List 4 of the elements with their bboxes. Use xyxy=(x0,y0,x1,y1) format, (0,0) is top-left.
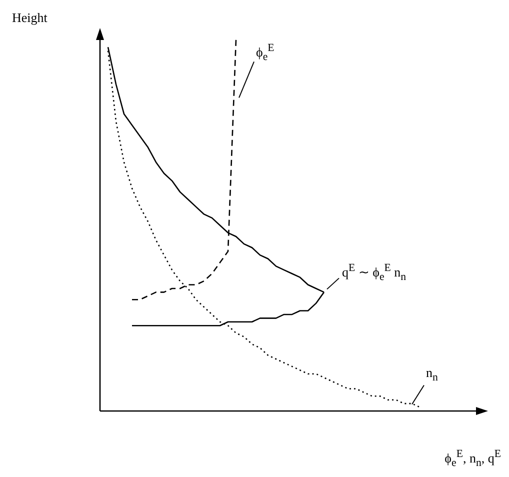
series-label: q$^{E}$ ∼ ϕ$_{e}$$^{E}$ n$_{n}$ xyxy=(342,261,406,286)
x-axis-title: ϕ$_{e}$$^{E}$, n$_{n}$, q$^{E}$ xyxy=(444,447,501,471)
y-axis-title: Height xyxy=(12,10,48,26)
series-label: n$_{n}$ xyxy=(426,365,438,386)
